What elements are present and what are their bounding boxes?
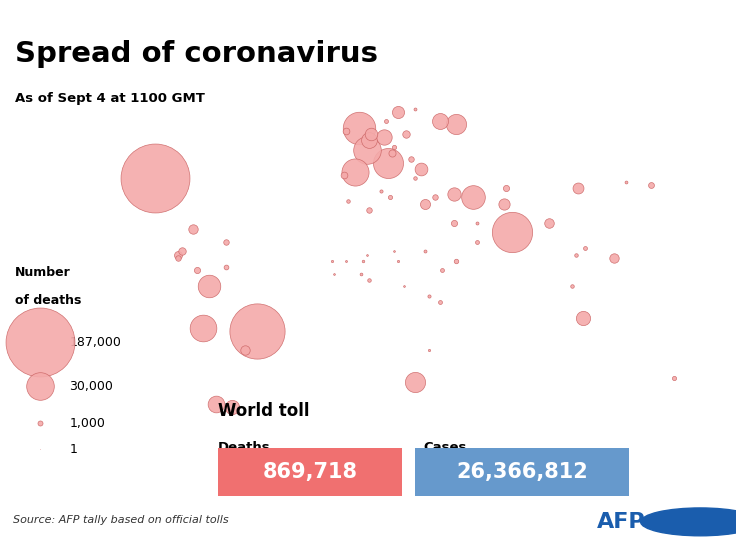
Point	[423, 346, 435, 354]
Text: 1,000: 1,000	[69, 417, 105, 430]
Point	[226, 402, 238, 411]
Point	[386, 149, 397, 157]
Point	[172, 250, 184, 259]
Point	[365, 129, 377, 138]
Point	[361, 250, 373, 259]
Point	[380, 117, 392, 126]
Point	[450, 257, 462, 265]
Point	[34, 382, 46, 390]
Point	[467, 193, 478, 202]
Point	[363, 136, 375, 145]
Point	[363, 206, 375, 215]
Point	[570, 250, 582, 259]
Point	[361, 145, 373, 154]
Point	[328, 269, 340, 278]
Text: 26,366,812: 26,366,812	[456, 461, 587, 482]
Point	[415, 164, 427, 173]
Point	[197, 323, 209, 332]
Point	[620, 177, 632, 186]
Point	[355, 269, 367, 278]
Point	[608, 253, 620, 262]
Point	[430, 193, 442, 202]
Text: 869,718: 869,718	[263, 461, 358, 482]
Point	[384, 193, 396, 202]
Text: As of Sept 4 at 1100 GMT: As of Sept 4 at 1100 GMT	[15, 92, 205, 105]
Point	[566, 282, 578, 290]
Point	[378, 133, 389, 141]
Point	[149, 174, 161, 183]
Point	[187, 225, 199, 234]
Point	[392, 257, 404, 265]
Text: 30,000: 30,000	[69, 379, 113, 393]
Point	[204, 282, 216, 290]
Point	[34, 445, 46, 454]
Point	[405, 155, 417, 164]
Point	[577, 314, 589, 323]
Point	[400, 129, 412, 138]
Text: Number: Number	[15, 266, 71, 279]
Point	[388, 247, 400, 256]
Point	[448, 190, 460, 199]
Point	[349, 168, 361, 176]
Point	[34, 338, 46, 347]
Point	[419, 199, 431, 208]
Point	[340, 257, 352, 265]
Point	[434, 117, 445, 126]
Point	[191, 266, 203, 275]
Point	[408, 104, 420, 113]
Point	[578, 244, 590, 253]
Point	[342, 196, 354, 205]
Point	[573, 183, 584, 192]
FancyBboxPatch shape	[218, 448, 402, 496]
Point	[340, 126, 352, 135]
Point	[506, 228, 518, 237]
Text: World toll: World toll	[218, 402, 309, 420]
Point	[339, 171, 350, 180]
Text: 187,000: 187,000	[69, 336, 121, 349]
Point	[419, 247, 431, 256]
Point	[172, 253, 184, 262]
Point	[220, 238, 232, 246]
Point	[434, 298, 445, 307]
Point	[392, 108, 404, 116]
Point	[450, 120, 462, 129]
Point	[448, 218, 460, 227]
Text: Spread of coronavirus: Spread of coronavirus	[15, 40, 378, 68]
Point	[357, 257, 369, 265]
Text: Source: AFP tally based on official tolls: Source: AFP tally based on official toll…	[13, 515, 228, 525]
Point	[543, 218, 555, 227]
Text: Cases: Cases	[423, 441, 467, 454]
Circle shape	[640, 508, 736, 536]
Point	[471, 218, 483, 227]
Text: of deaths: of deaths	[15, 294, 81, 307]
FancyBboxPatch shape	[415, 448, 629, 496]
Point	[408, 377, 420, 386]
Point	[353, 123, 364, 132]
Point	[388, 143, 400, 151]
Text: Deaths: Deaths	[218, 441, 270, 454]
Point	[251, 327, 263, 335]
Text: AFP: AFP	[597, 512, 645, 532]
Text: 1: 1	[69, 443, 77, 456]
Point	[500, 183, 512, 192]
Point	[220, 263, 232, 272]
Point	[34, 419, 46, 428]
Point	[177, 247, 188, 256]
Point	[363, 276, 375, 284]
Point	[423, 292, 435, 300]
Point	[436, 266, 447, 275]
Point	[668, 374, 679, 383]
Point	[375, 187, 387, 195]
Point	[326, 257, 338, 265]
Point	[398, 282, 410, 290]
Point	[238, 346, 250, 354]
Point	[408, 174, 420, 183]
Point	[498, 199, 510, 208]
Point	[210, 400, 222, 408]
Point	[471, 238, 483, 246]
Point	[382, 158, 394, 167]
Point	[645, 180, 657, 189]
